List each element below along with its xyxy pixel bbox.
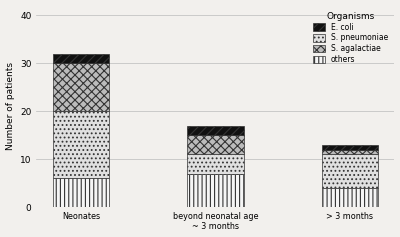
Legend: E. coli, S. pneumoniae, S. agalactiae, others: E. coli, S. pneumoniae, S. agalactiae, o… xyxy=(310,9,391,67)
Bar xyxy=(53,54,109,63)
Bar xyxy=(53,63,109,111)
Bar xyxy=(187,154,244,173)
Bar xyxy=(187,173,244,207)
Bar xyxy=(322,154,378,188)
Bar xyxy=(322,150,378,154)
Bar xyxy=(187,135,244,154)
Y-axis label: Number of patients: Number of patients xyxy=(6,62,14,150)
Bar xyxy=(322,188,378,207)
Bar xyxy=(53,178,109,207)
Bar xyxy=(53,111,109,178)
Bar xyxy=(322,145,378,150)
Bar xyxy=(187,126,244,135)
